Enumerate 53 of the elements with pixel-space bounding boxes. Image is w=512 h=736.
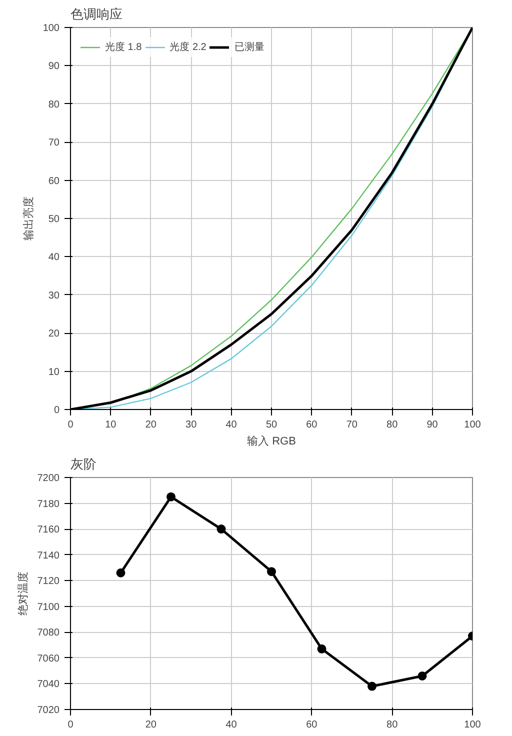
x-tick-label: 70 <box>346 420 358 430</box>
legend-label: 光度 1.8 <box>105 40 142 54</box>
point <box>166 492 176 502</box>
x-tick-label: 60 <box>306 720 318 730</box>
y-tick-label: 30 <box>48 290 60 302</box>
x-tick-label: 80 <box>386 720 398 730</box>
point <box>317 644 326 654</box>
y-tick-label: 80 <box>48 99 60 110</box>
x-tick-label: 30 <box>186 420 198 430</box>
y-tick-label: 50 <box>48 214 60 225</box>
point <box>418 671 427 680</box>
point <box>116 568 126 578</box>
x-tick-label: 0 <box>68 420 74 430</box>
x-axis-title: 输入 RGB <box>247 434 296 448</box>
x-tick-label: 10 <box>105 420 117 430</box>
y-tick-label: 7100 <box>37 602 60 613</box>
y-tick-label: 20 <box>48 328 60 340</box>
point <box>216 524 226 534</box>
y-tick-label: 60 <box>48 176 60 187</box>
x-tick-label: 0 <box>68 720 74 730</box>
point <box>267 567 276 576</box>
x-tick-label: 100 <box>464 720 482 730</box>
y-tick-label: 7120 <box>37 576 60 588</box>
y-axis-title: 绝对温度 <box>16 572 30 616</box>
x-tick-label: 50 <box>266 420 278 430</box>
y-tick-label: 7160 <box>37 524 60 536</box>
y-tick-label: 10 <box>48 366 60 378</box>
chart-title: 色调响应 <box>70 6 122 22</box>
x-tick-label: 60 <box>306 420 318 430</box>
chart-title: 灰阶 <box>70 458 96 472</box>
y-tick-label: 7040 <box>37 679 60 690</box>
y-tick-label: 7080 <box>37 628 60 639</box>
y-tick-label: 7200 <box>37 473 60 484</box>
x-tick-label: 40 <box>226 720 238 730</box>
y-tick-label: 7060 <box>37 653 60 664</box>
y-tick-label: 70 <box>48 138 60 149</box>
legend-label: 光度 2.2 <box>170 40 206 54</box>
y-tick-label: 90 <box>48 61 60 72</box>
y-tick-label: 40 <box>48 252 60 264</box>
y-tick-label: 7140 <box>37 550 60 562</box>
y-tick-label: 7020 <box>37 705 60 716</box>
x-tick-label: 100 <box>464 420 482 430</box>
y-tick-label: 7180 <box>37 498 60 510</box>
legend-label: 已测量 <box>234 40 264 54</box>
y-tick-label: 100 <box>42 23 60 34</box>
x-tick-label: 40 <box>226 420 238 430</box>
point <box>368 682 376 691</box>
x-tick-label: 90 <box>426 420 438 430</box>
x-tick-label: 20 <box>145 420 157 430</box>
x-tick-label: 80 <box>386 420 398 430</box>
y-axis-title: 输出亮度 <box>22 196 35 240</box>
y-tick-label: 0 <box>54 405 60 416</box>
x-tick-label: 20 <box>145 720 157 730</box>
